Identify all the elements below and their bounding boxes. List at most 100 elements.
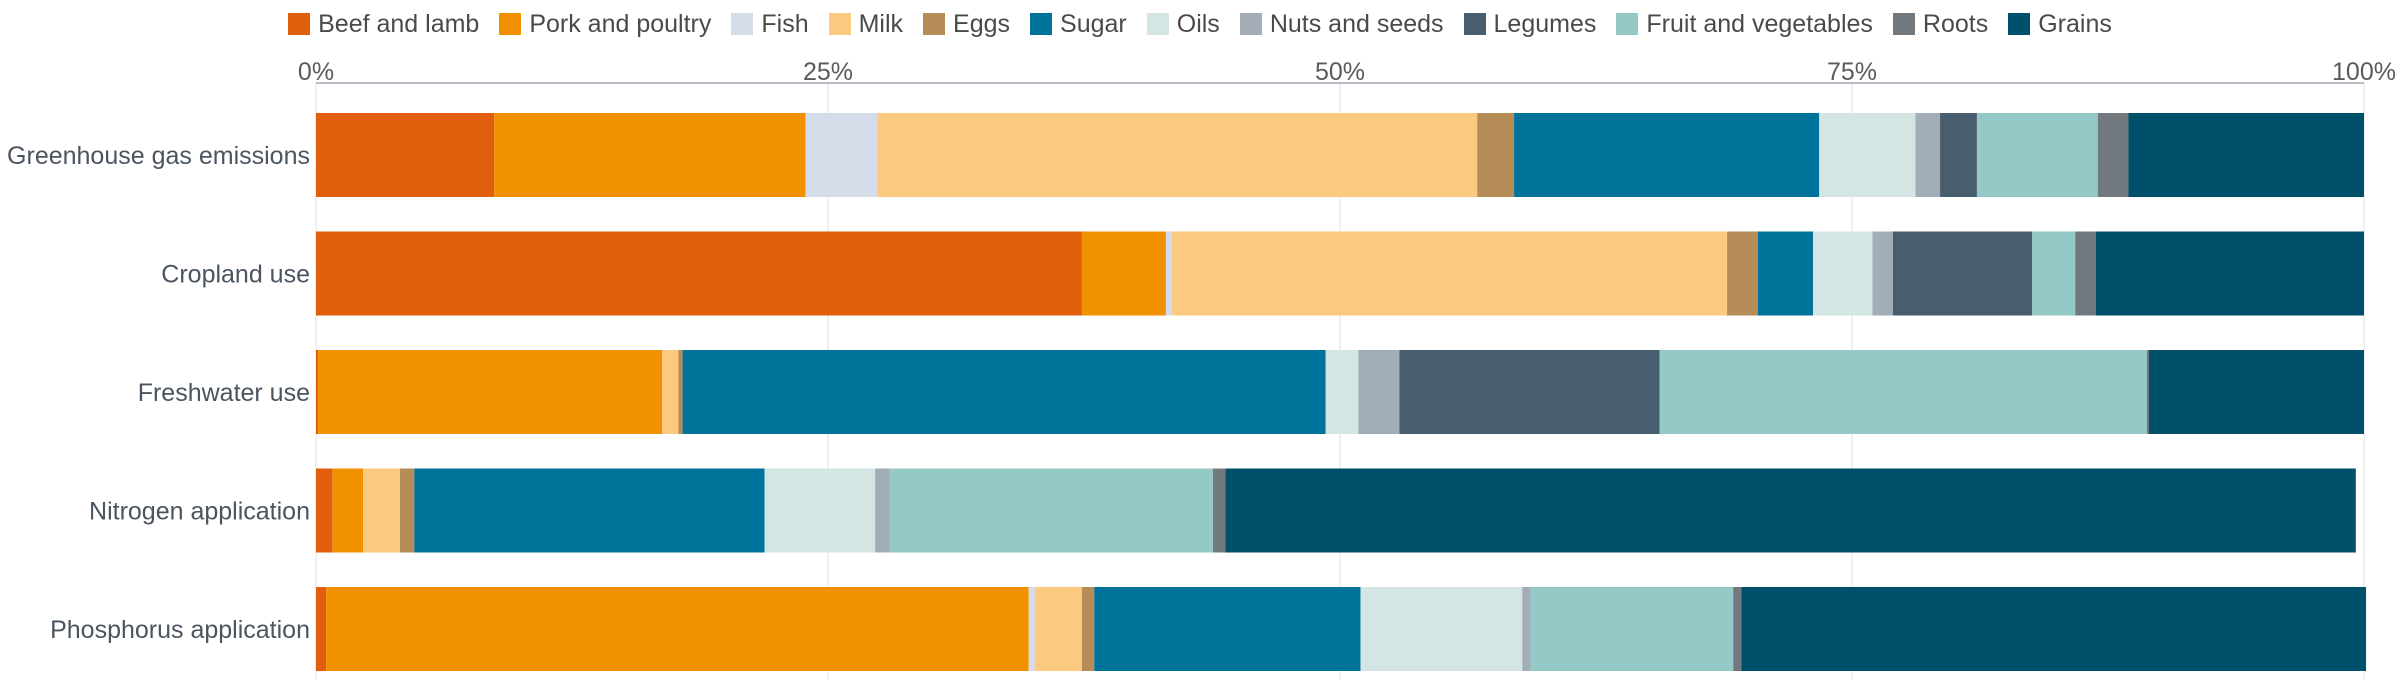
y-category-label: Freshwater use <box>138 379 310 407</box>
bar-segment <box>2075 231 2096 316</box>
legend-swatch <box>1616 13 1639 35</box>
bar-segment <box>1733 587 1742 671</box>
bar-segment <box>2097 113 2129 197</box>
bar-segment <box>1514 113 1820 197</box>
legend-label: Fish <box>761 9 809 38</box>
legend-label: Legumes <box>1493 9 1597 38</box>
legend-item[interactable]: Grains <box>2008 10 2112 39</box>
bar-segment <box>1813 231 1873 316</box>
bar-segment <box>1213 468 1226 553</box>
bar-segment <box>332 468 364 553</box>
bar-segment <box>1358 350 1400 434</box>
legend-label: Roots <box>1922 9 1989 38</box>
legend-item[interactable]: Beef and lamb <box>288 10 479 39</box>
legend-swatch <box>828 13 851 35</box>
x-tick-label: 50% <box>1315 58 1365 86</box>
bar-segment <box>875 468 890 553</box>
x-tick-label: 0% <box>298 58 334 86</box>
bar-segment <box>1757 231 1814 316</box>
bar-segment <box>316 113 495 197</box>
bar-segment <box>1399 350 1660 434</box>
bar-segment <box>1727 231 1758 316</box>
bar-segment <box>1940 113 1977 197</box>
bar-segment <box>678 350 683 434</box>
legend-item[interactable]: Fruit and vegetables <box>1616 10 1873 39</box>
bar-segment <box>877 113 1478 197</box>
legend-swatch <box>288 13 311 35</box>
chart-legend: Beef and lamb Pork and poultry Fish Milk Egg… <box>0 6 2400 42</box>
bar-segment <box>1028 587 1035 671</box>
x-tick-label: 100% <box>2332 58 2396 86</box>
bar-segment <box>399 468 415 553</box>
legend-label: Eggs <box>953 9 1011 38</box>
legend-item[interactable]: Sugar <box>1030 10 1127 39</box>
bar-segment <box>1325 350 1359 434</box>
bar-segment <box>494 113 806 197</box>
bar-segment <box>1081 231 1166 316</box>
y-category-label: Phosphorus application <box>50 616 310 644</box>
bar-segment <box>1530 587 1734 671</box>
legend-label: Grains <box>2038 9 2112 38</box>
bar-segment <box>1165 231 1173 316</box>
y-category-label: Greenhouse gas emissions <box>7 142 310 170</box>
legend-item[interactable]: Fish <box>731 9 809 39</box>
legend-label: Nuts and seeds <box>1269 9 1444 38</box>
legend-swatch <box>499 13 522 35</box>
bar-segment <box>1819 113 1916 197</box>
legend-swatch <box>2008 13 2031 35</box>
legend-swatch <box>1463 13 1486 35</box>
x-tick-label: 25% <box>803 58 853 86</box>
bar-segment <box>1522 587 1531 671</box>
bar-segment <box>1094 587 1361 671</box>
legend-label: Fruit and vegetables <box>1646 9 1873 38</box>
bar-segment <box>2095 231 2364 316</box>
legend-label: Sugar <box>1060 9 1127 38</box>
legend-swatch <box>1892 13 1915 35</box>
bar-segment <box>1360 587 1523 671</box>
legend-item[interactable]: Oils <box>1146 9 1220 39</box>
bar-segment <box>2128 113 2364 197</box>
bar-segment <box>682 350 1326 434</box>
legend-item[interactable]: Pork and poultry <box>499 10 711 39</box>
bar-segment <box>1892 231 2033 316</box>
bar-segment <box>1477 113 1515 197</box>
bar-segment <box>662 350 679 434</box>
legend-swatch <box>1239 13 1262 35</box>
bar-segment <box>1915 113 1941 197</box>
bar-segment <box>1659 350 2147 434</box>
bar-segment <box>889 468 1214 553</box>
bar-segment <box>1741 587 2367 671</box>
bar-segment <box>805 113 878 197</box>
bar-segment <box>363 468 400 553</box>
y-category-label: Cropland use <box>161 261 310 289</box>
bar-segment <box>318 350 663 434</box>
bar-segment <box>2032 231 2076 316</box>
legend-swatch <box>1030 13 1053 35</box>
legend-label: Milk <box>858 9 904 38</box>
bar-segment <box>316 350 319 434</box>
bar-segment <box>316 587 327 671</box>
bar-segment <box>764 468 876 553</box>
legend-item[interactable]: Legumes <box>1463 9 1597 39</box>
bar-segment <box>316 231 1082 316</box>
x-tick-label: 75% <box>1827 58 1877 86</box>
y-category-label: Nitrogen application <box>89 498 310 526</box>
bar-segment <box>1081 587 1095 671</box>
bar-segment <box>1976 113 2098 197</box>
bar-segment <box>2148 350 2364 434</box>
bar-segment <box>2146 350 2149 434</box>
bar-segment <box>1172 231 1728 316</box>
legend-item[interactable]: Roots <box>1892 9 1989 39</box>
legend-swatch <box>923 13 946 35</box>
legend-item[interactable]: Milk <box>828 9 904 39</box>
legend-label: Oils <box>1176 9 1220 38</box>
legend-item[interactable]: Eggs <box>923 10 1010 39</box>
legend-item[interactable]: Nuts and seeds <box>1239 9 1444 39</box>
legend-swatch <box>731 13 754 35</box>
legend-label: Pork and poultry <box>529 9 712 38</box>
bar-segment <box>1872 231 1893 316</box>
legend-label: Beef and lamb <box>318 9 480 38</box>
bar-segment <box>414 468 765 553</box>
